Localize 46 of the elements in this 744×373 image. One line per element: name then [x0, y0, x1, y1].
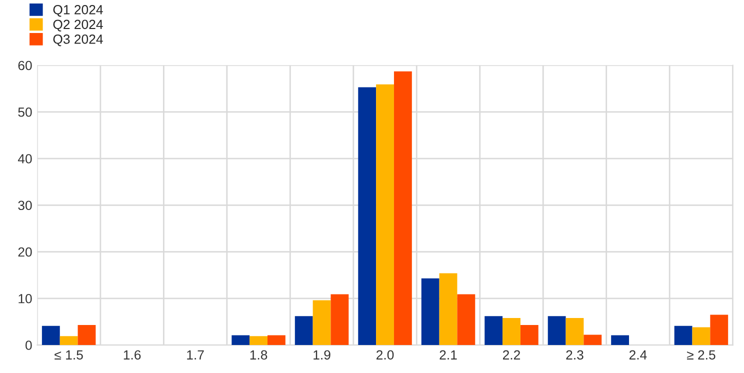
x-tick-label: 1.7 — [187, 350, 204, 360]
x-tick-label: 2.1 — [440, 350, 457, 360]
bar — [358, 87, 376, 346]
bar — [60, 336, 78, 346]
bar — [232, 335, 250, 346]
bar — [394, 71, 412, 346]
bar — [502, 318, 520, 346]
bar — [78, 324, 96, 346]
legend-label: Q1 2024 — [53, 5, 103, 17]
legend-label: Q2 2024 — [53, 20, 103, 32]
y-tick-label: 50 — [18, 107, 32, 117]
x-tick-label: 2.4 — [629, 350, 647, 360]
x-tick-label: 2.3 — [566, 350, 584, 360]
bar — [294, 316, 313, 346]
bar — [330, 294, 349, 346]
bar — [439, 273, 458, 346]
bar — [376, 84, 394, 346]
bar — [457, 294, 476, 346]
x-tick-label: 2.0 — [376, 350, 394, 360]
x-tick-label: 1.6 — [124, 350, 141, 360]
bar — [312, 300, 331, 346]
x-tick-label: 1.8 — [250, 350, 268, 360]
y-tick-label: 10 — [18, 294, 32, 304]
x-tick-label: 1.9 — [314, 350, 330, 360]
bar — [484, 316, 503, 346]
bar — [611, 335, 630, 346]
bar — [584, 334, 602, 346]
bar — [520, 324, 538, 346]
x-tick-label: 2.2 — [502, 350, 520, 360]
bar — [42, 326, 60, 346]
x-tick-label: ≤ 1.5 — [54, 350, 83, 360]
bar — [268, 335, 286, 346]
y-tick-label: 40 — [18, 154, 32, 164]
bar — [692, 327, 710, 346]
x-tick-label: ≥ 2.5 — [687, 350, 716, 360]
bar — [566, 318, 584, 346]
bar — [250, 336, 268, 346]
bar — [421, 278, 440, 346]
bar — [548, 316, 566, 346]
y-tick-label: 20 — [18, 247, 32, 257]
y-tick-label: 0 — [26, 340, 32, 350]
legend-label: Q3 2024 — [53, 34, 103, 46]
bar — [674, 326, 692, 346]
y-tick-label: 60 — [18, 60, 32, 70]
bar — [710, 314, 728, 346]
y-tick-label: 30 — [18, 200, 32, 210]
